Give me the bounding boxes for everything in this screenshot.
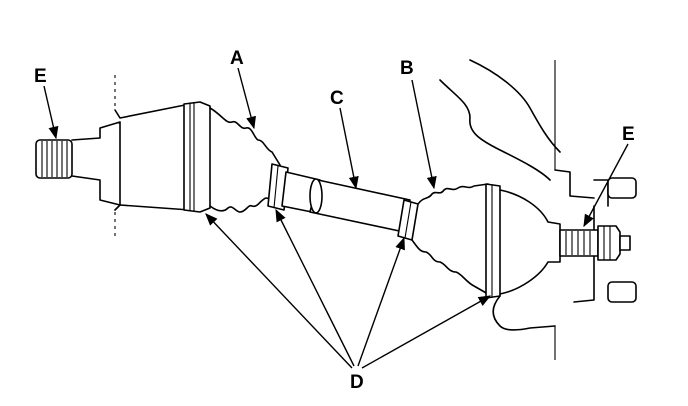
label-a: A bbox=[230, 48, 244, 69]
outboard-spindle bbox=[559, 225, 631, 261]
outboard-boot bbox=[411, 183, 489, 295]
arrow-c bbox=[339, 107, 359, 190]
arrow-d-outboard-housing bbox=[361, 295, 492, 369]
callout-c: C bbox=[330, 88, 359, 190]
knuckle-and-hub bbox=[439, 59, 637, 360]
callout-b: B bbox=[400, 58, 437, 190]
arrow-a bbox=[237, 67, 256, 130]
inboard-joint-housing bbox=[183, 101, 211, 213]
label-d: D bbox=[350, 372, 364, 393]
arrow-d-outboard-band bbox=[357, 236, 405, 367]
arrow-d-inboard-housing bbox=[205, 213, 353, 369]
transmission-housing bbox=[114, 75, 191, 240]
label-b: B bbox=[400, 58, 414, 79]
callout-d: D bbox=[205, 208, 492, 393]
arrow-b bbox=[411, 79, 437, 190]
callout-a: A bbox=[230, 48, 256, 130]
label-e-right: E bbox=[622, 124, 635, 145]
arrow-d-inboard-band bbox=[275, 208, 355, 367]
label-e-left: E bbox=[34, 66, 47, 87]
halfshaft bbox=[281, 171, 411, 233]
inboard-boot bbox=[209, 107, 281, 213]
callout-e-left: E bbox=[34, 66, 59, 140]
arrow-e-right bbox=[583, 143, 629, 228]
callout-e-right: E bbox=[583, 124, 635, 228]
inboard-splined-shaft bbox=[35, 121, 121, 206]
arrow-e-left bbox=[43, 85, 59, 140]
outboard-joint-housing bbox=[485, 183, 561, 299]
label-c: C bbox=[330, 88, 344, 109]
